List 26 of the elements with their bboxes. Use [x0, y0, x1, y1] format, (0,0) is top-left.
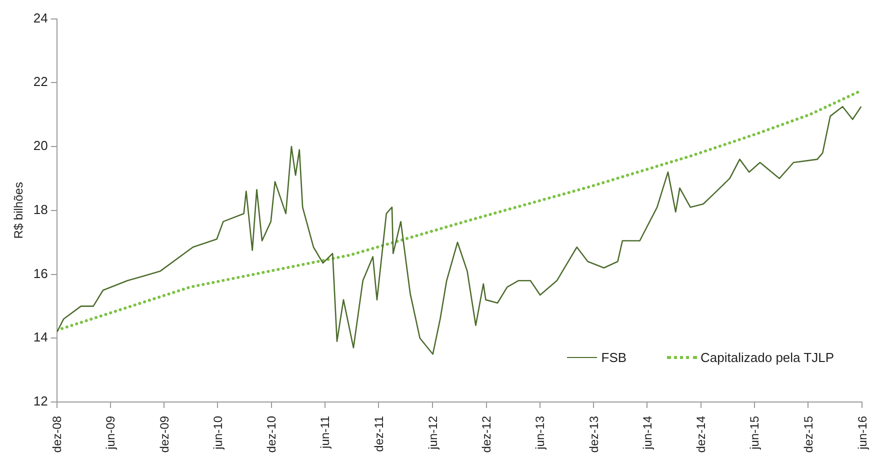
x-tick-label: jun-12	[426, 416, 440, 450]
y-tick-label: 16	[33, 266, 48, 281]
x-tick-label: dez-10	[264, 416, 279, 453]
x-tick-label: jun-09	[104, 416, 118, 450]
x-tick-label: dez-11	[372, 416, 386, 452]
y-tick-label: 22	[33, 74, 48, 90]
y-tick-label: 14	[33, 330, 48, 345]
y-tick-label: 18	[33, 202, 48, 217]
x-tick-label: dez-14	[694, 416, 708, 453]
x-tick-label: dez-12	[480, 416, 494, 453]
x-tick-label: dez-08	[50, 416, 64, 453]
y-axis-title: R$ bilhões	[12, 182, 26, 239]
y-tick-label: 12	[33, 394, 48, 409]
x-tick-label: dez-13	[586, 416, 601, 453]
x-tick-label: jun-13	[533, 416, 548, 450]
legend-label: Capitalizado pela TJLP	[700, 350, 834, 365]
x-tick-label: jun-16	[855, 416, 870, 450]
x-tick-label: jun-15	[748, 416, 762, 450]
x-tick-label: jun-11	[318, 416, 332, 450]
x-tick-label: dez-15	[802, 416, 816, 453]
legend-label: FSB	[601, 350, 627, 365]
x-tick-label: jun-14	[640, 416, 654, 450]
y-tick-label: 20	[33, 138, 48, 154]
y-tick-label: 24	[33, 10, 48, 26]
x-tick-label: jun-10	[210, 416, 225, 450]
x-tick-label: dez-09	[157, 416, 172, 453]
